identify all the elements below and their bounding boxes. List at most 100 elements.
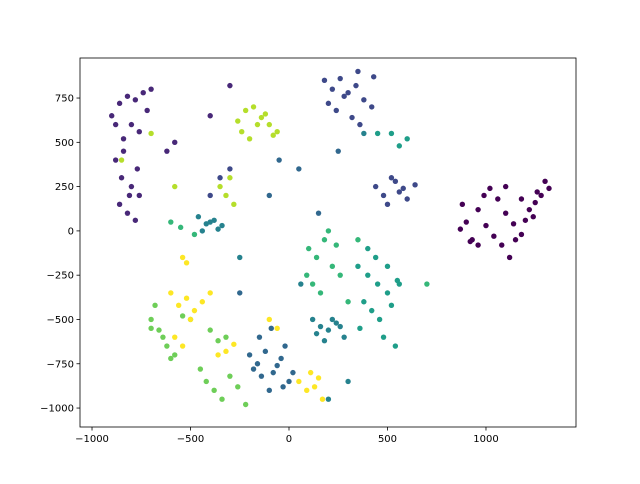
point — [235, 118, 241, 124]
point — [333, 242, 339, 248]
point — [329, 263, 336, 270]
point — [237, 290, 243, 296]
point — [199, 228, 206, 234]
point — [172, 139, 178, 146]
point — [380, 192, 387, 199]
point — [168, 355, 174, 362]
point — [502, 183, 509, 190]
point — [262, 348, 269, 355]
point — [538, 192, 544, 199]
point — [215, 352, 221, 358]
x-tick-label: −500 — [177, 434, 204, 445]
point — [124, 210, 131, 216]
point — [179, 254, 186, 261]
point — [116, 100, 123, 107]
point — [254, 121, 261, 128]
point — [124, 93, 131, 99]
y-tick-label: −1000 — [40, 404, 74, 415]
point — [325, 228, 332, 234]
point — [274, 128, 280, 135]
point — [116, 201, 123, 208]
point — [258, 114, 265, 121]
point — [148, 325, 154, 332]
point — [278, 355, 284, 362]
x-tick-label: 1000 — [473, 434, 498, 445]
point — [148, 130, 154, 137]
y-tick-label: 250 — [55, 182, 74, 193]
point — [148, 316, 154, 323]
point — [290, 369, 296, 376]
point — [227, 175, 233, 181]
point — [246, 136, 253, 142]
point — [120, 148, 127, 154]
point — [172, 352, 178, 358]
point — [522, 217, 529, 223]
point — [211, 387, 217, 394]
point — [207, 290, 213, 296]
point — [341, 334, 347, 340]
point — [372, 183, 379, 190]
point — [254, 361, 261, 367]
point — [217, 183, 223, 190]
point — [325, 100, 332, 107]
point — [175, 302, 182, 308]
point — [286, 378, 292, 385]
point — [374, 281, 381, 287]
point — [317, 323, 324, 330]
point — [369, 104, 375, 110]
point — [250, 366, 257, 372]
point — [164, 343, 170, 349]
point — [337, 75, 343, 82]
x-tick-label: −1000 — [75, 434, 109, 445]
point — [266, 121, 272, 128]
point — [333, 320, 339, 326]
point — [276, 157, 282, 163]
point — [274, 325, 280, 332]
point — [491, 233, 497, 239]
point — [495, 196, 501, 202]
point — [237, 254, 243, 261]
point — [223, 192, 229, 199]
point — [270, 369, 276, 376]
point — [172, 183, 178, 190]
point — [172, 334, 178, 340]
point — [369, 307, 375, 314]
point — [148, 86, 154, 92]
point — [164, 148, 170, 154]
point — [376, 316, 383, 323]
point — [335, 148, 341, 154]
point — [404, 196, 410, 202]
point — [156, 327, 162, 333]
point — [307, 369, 314, 376]
point — [510, 221, 517, 227]
point — [353, 82, 359, 89]
point — [112, 157, 119, 163]
point — [337, 272, 343, 278]
point — [319, 396, 326, 402]
point — [132, 97, 139, 103]
point — [475, 242, 481, 248]
point — [219, 396, 225, 402]
point — [136, 128, 142, 135]
point — [262, 111, 269, 117]
point — [305, 245, 312, 252]
point — [304, 387, 310, 394]
point — [227, 373, 233, 379]
point — [380, 334, 387, 340]
point — [120, 136, 127, 142]
point — [246, 352, 253, 358]
point — [542, 178, 548, 184]
point — [463, 219, 469, 225]
y-tick-label: −750 — [47, 359, 74, 370]
point — [518, 196, 525, 202]
point — [372, 254, 379, 261]
point — [197, 366, 204, 372]
point — [317, 290, 324, 296]
point — [274, 362, 280, 369]
point — [223, 348, 229, 355]
plot-frame — [79, 57, 577, 428]
point — [280, 384, 286, 390]
point — [396, 281, 403, 287]
